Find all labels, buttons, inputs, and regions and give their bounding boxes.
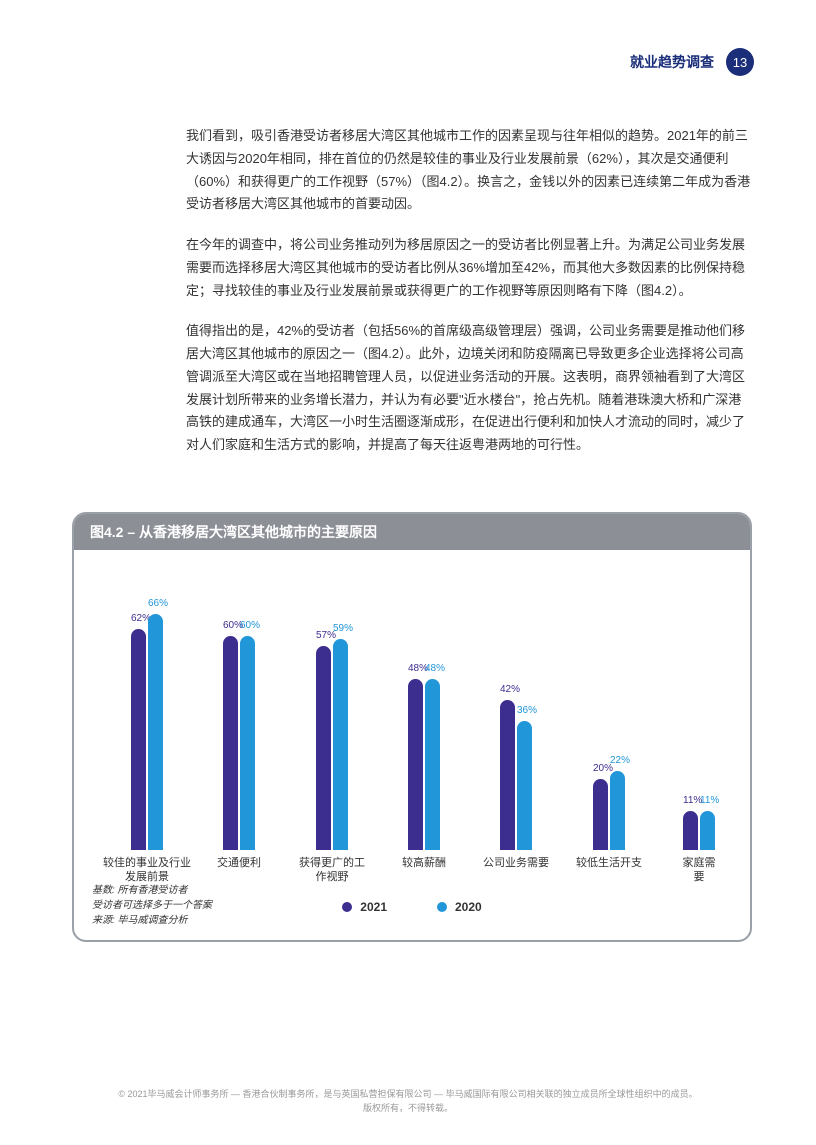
bar-2020: 36% — [517, 721, 532, 850]
bar-2021: 60% — [223, 636, 238, 850]
x-axis-label: 获得更广的工作视野 — [299, 856, 365, 885]
bar-2021: 20% — [593, 779, 608, 850]
bar-group: 20%22% — [593, 771, 625, 850]
bar-value-label: 60% — [240, 620, 255, 631]
bar-value-label: 62% — [131, 613, 146, 624]
x-axis-label: 较佳的事业及行业发展前景 — [103, 856, 191, 885]
bar-group: 57%59% — [316, 639, 348, 850]
bar-value-label: 20% — [593, 763, 608, 774]
chart-note-1: 基数: 所有香港受访者 — [92, 883, 212, 898]
legend-label-2020: 2020 — [455, 900, 482, 914]
bar-value-label: 22% — [610, 755, 625, 766]
legend-dot-icon — [342, 902, 352, 912]
bar-value-label: 59% — [333, 623, 348, 634]
bar-2021: 57% — [316, 646, 331, 850]
header-title: 就业趋势调查 — [630, 52, 714, 72]
chart-note-2: 受访者可选择多于一个答案 — [92, 898, 212, 913]
bar-group: 42%36% — [500, 700, 532, 850]
bar-group: 60%60% — [223, 636, 255, 850]
page-number-badge: 13 — [726, 48, 754, 76]
x-axis-label: 交通便利 — [217, 856, 261, 870]
bar-2020: 48% — [425, 679, 440, 850]
bar-value-label: 57% — [316, 630, 331, 641]
x-axis-label: 较低生活开支 — [576, 856, 642, 870]
bar-2020: 22% — [610, 771, 625, 850]
bar-2021: 62% — [131, 629, 146, 850]
chart-title: 图4.2 – 从香港移居大湾区其他城市的主要原因 — [74, 514, 750, 550]
bar-group: 48%48% — [408, 679, 440, 850]
body-text: 我们看到，吸引香港受访者移居大湾区其他城市工作的因素呈现与往年相似的趋势。202… — [186, 125, 752, 475]
paragraph-1: 我们看到，吸引香港受访者移居大湾区其他城市工作的因素呈现与往年相似的趋势。202… — [186, 125, 752, 216]
bar-value-label: 60% — [223, 620, 238, 631]
bar-2021: 11% — [683, 811, 698, 850]
bar-2021: 42% — [500, 700, 515, 850]
bar-2020: 59% — [333, 639, 348, 850]
paragraph-2: 在今年的调查中，将公司业务推动列为移居原因之一的受访者比例显著上升。为满足公司业… — [186, 234, 752, 302]
bar-2021: 48% — [408, 679, 423, 850]
bar-value-label: 66% — [148, 598, 163, 609]
bar-value-label: 48% — [408, 663, 423, 674]
bar-2020: 66% — [148, 614, 163, 850]
chart-note-3: 来源: 毕马威调查分析 — [92, 913, 212, 928]
bar-group: 62%66% — [131, 614, 163, 850]
legend-2021: 2021 — [342, 900, 387, 914]
chart-notes: 基数: 所有香港受访者 受访者可选择多于一个答案 来源: 毕马威调查分析 — [92, 883, 212, 928]
legend-dot-icon — [437, 902, 447, 912]
bar-value-label: 42% — [500, 684, 515, 695]
bar-2020: 60% — [240, 636, 255, 850]
x-axis-label: 家庭需要 — [679, 856, 720, 885]
bar-value-label: 11% — [700, 795, 715, 806]
page-footer: © 2021毕马威会计师事务所 — 香港合伙制事务所，是与英国私营担保有限公司 … — [0, 1088, 816, 1115]
bar-2020: 11% — [700, 811, 715, 850]
bar-value-label: 48% — [425, 663, 440, 674]
x-axis-label: 公司业务需要 — [483, 856, 549, 870]
legend-2020: 2020 — [437, 900, 482, 914]
x-axis-label: 较高薪酬 — [402, 856, 446, 870]
page-header: 就业趋势调查 13 — [630, 48, 754, 76]
bar-group: 11%11% — [683, 811, 715, 850]
legend-label-2021: 2021 — [360, 900, 387, 914]
bar-value-label: 36% — [517, 705, 532, 716]
bar-value-label: 11% — [683, 795, 698, 806]
chart-plot-area: 62%66%60%60%57%59%48%48%42%36%20%22%11%1… — [84, 570, 740, 850]
footer-line-2: 版权所有，不得转载。 — [0, 1102, 816, 1116]
chart-figure-4-2: 图4.2 – 从香港移居大湾区其他城市的主要原因 62%66%60%60%57%… — [72, 512, 752, 942]
footer-line-1: © 2021毕马威会计师事务所 — 香港合伙制事务所，是与英国私营担保有限公司 … — [0, 1088, 816, 1102]
paragraph-3: 值得指出的是，42%的受访者（包括56%的首席级高级管理层）强调，公司业务需要是… — [186, 320, 752, 457]
